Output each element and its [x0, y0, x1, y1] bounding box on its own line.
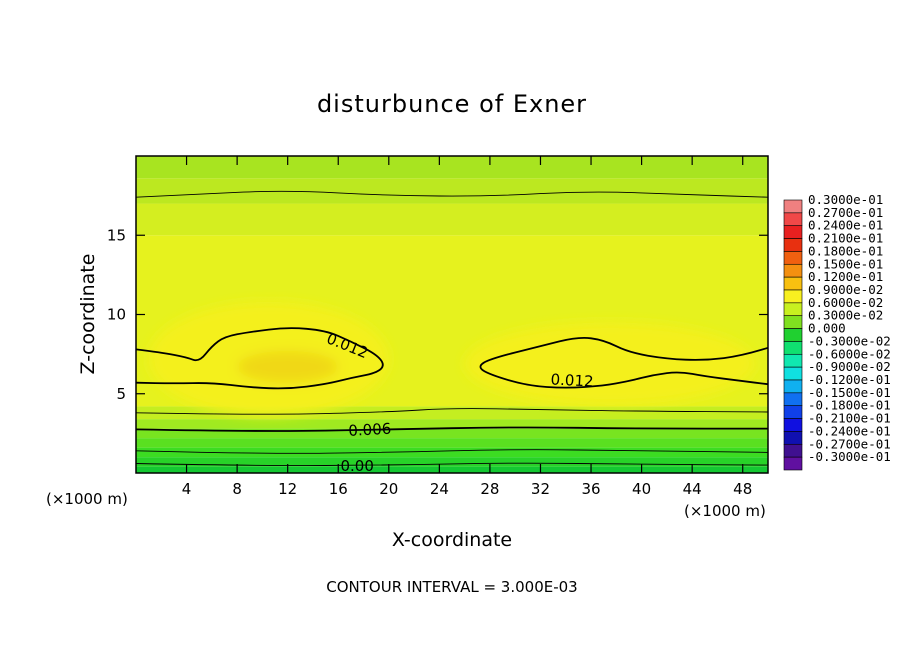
legend-swatch: [783, 212, 803, 227]
field-band-4: [136, 428, 768, 439]
legend-swatch: [783, 431, 803, 445]
legend-label: 0.000: [808, 321, 846, 336]
legend-label: -0.1200e-01: [808, 372, 891, 387]
x-tick-label: 40: [632, 480, 651, 498]
legend-swatch: [783, 366, 803, 381]
legend-swatch: [783, 341, 803, 355]
x-unit-label-right: (×1000 m): [684, 502, 766, 520]
chart-title: disturbunce of Exner: [317, 90, 587, 118]
field-band-5: [136, 419, 768, 429]
field-band-1: [136, 457, 768, 467]
legend-label: 0.2100e-01: [808, 231, 883, 246]
legend-swatch: [783, 443, 803, 458]
field-band-9: [136, 178, 768, 204]
legend-label: 0.3000e-01: [808, 192, 883, 207]
x-tick-label: 36: [581, 480, 600, 498]
legend-label: 0.3000e-02: [808, 308, 883, 323]
x-tick-label: 44: [683, 480, 702, 498]
legend-swatch: [783, 418, 803, 432]
legend-swatch: [783, 353, 803, 368]
legend-label: -0.2400e-01: [808, 423, 891, 438]
legend-label: -0.6000e-02: [808, 346, 891, 361]
legend-swatch: [783, 238, 803, 252]
legend-swatch: [783, 225, 803, 239]
contour-interval-label: CONTOUR INTERVAL = 3.000E-03: [326, 578, 577, 596]
x-unit-label-left: (×1000 m): [46, 490, 128, 508]
legend-label: 0.2700e-01: [808, 205, 883, 220]
contour-line-5: [479, 336, 768, 389]
y-axis-label: Z-coordinate: [77, 254, 99, 375]
y-tick-label: 10: [107, 306, 126, 324]
x-axis-label: X-coordinate: [392, 529, 512, 551]
x-tick-label: 16: [329, 480, 348, 498]
x-tick-label: 24: [430, 480, 449, 498]
y-tick-label: 15: [107, 226, 126, 244]
contour-lines: [136, 190, 768, 467]
contour-fill-field: [136, 156, 768, 473]
field-highlight-1: [464, 322, 756, 405]
contour-label-1: 0.012: [550, 370, 594, 390]
legend-swatch: [783, 263, 803, 278]
legend-label: -0.1500e-01: [808, 385, 891, 400]
field-band-2: [136, 447, 768, 458]
legend-label: 0.1200e-01: [808, 269, 883, 284]
legend-label: 0.1800e-01: [808, 243, 883, 258]
field-band-8: [136, 203, 768, 236]
contour-line-1: [136, 449, 768, 454]
x-tick-label: 32: [531, 480, 550, 498]
legend-label: -0.1800e-01: [808, 398, 891, 413]
contour-line-2: [136, 426, 768, 432]
x-tick-label: 20: [379, 480, 398, 498]
contour-line-4: [136, 327, 384, 390]
contour-label-2: 0.006: [348, 420, 392, 440]
field-band-0: [136, 466, 768, 473]
legend-swatch: [783, 302, 803, 317]
legend-label: -0.9000e-02: [808, 359, 891, 374]
legend-swatch: [783, 289, 803, 304]
legend-swatch: [783, 276, 803, 291]
legend-label: -0.3000e-02: [808, 333, 891, 348]
legend-swatch: [783, 392, 803, 407]
field-highlights: [148, 301, 756, 416]
x-tick-label: 48: [733, 480, 752, 498]
contour-line-3: [136, 408, 768, 415]
x-tick-label: 12: [278, 480, 297, 498]
x-tick-label: 4: [182, 480, 192, 498]
field-band-3: [136, 438, 768, 448]
contour-label-3: 0.00: [340, 457, 373, 475]
legend-swatch: [783, 328, 803, 342]
legend-label: 0.6000e-02: [808, 295, 883, 310]
legend-label: -0.2700e-01: [808, 436, 891, 451]
legend-label: -0.2100e-01: [808, 411, 891, 426]
legend-swatch: [783, 379, 803, 394]
y-tick-label: 5: [116, 385, 126, 403]
legend-label: 0.1500e-01: [808, 256, 883, 271]
legend-label: 0.2400e-01: [808, 218, 883, 233]
legend-swatch: [783, 315, 803, 329]
legend-swatch: [783, 199, 803, 214]
contour-line-6: [136, 190, 768, 198]
legend-swatch: [783, 405, 803, 419]
legend-label: 0.9000e-02: [808, 282, 883, 297]
legend-swatch: [783, 456, 803, 471]
field-highlight-2: [237, 350, 339, 383]
x-tick-label: 28: [480, 480, 499, 498]
legend-swatch: [783, 251, 803, 265]
contour-line-0: [136, 462, 768, 467]
field-band-10: [136, 156, 768, 179]
legend-label: -0.3000e-01: [808, 449, 891, 464]
color-legend: 0.3000e-010.2700e-010.2400e-010.2100e-01…: [783, 192, 891, 471]
x-tick-label: 8: [232, 480, 242, 498]
